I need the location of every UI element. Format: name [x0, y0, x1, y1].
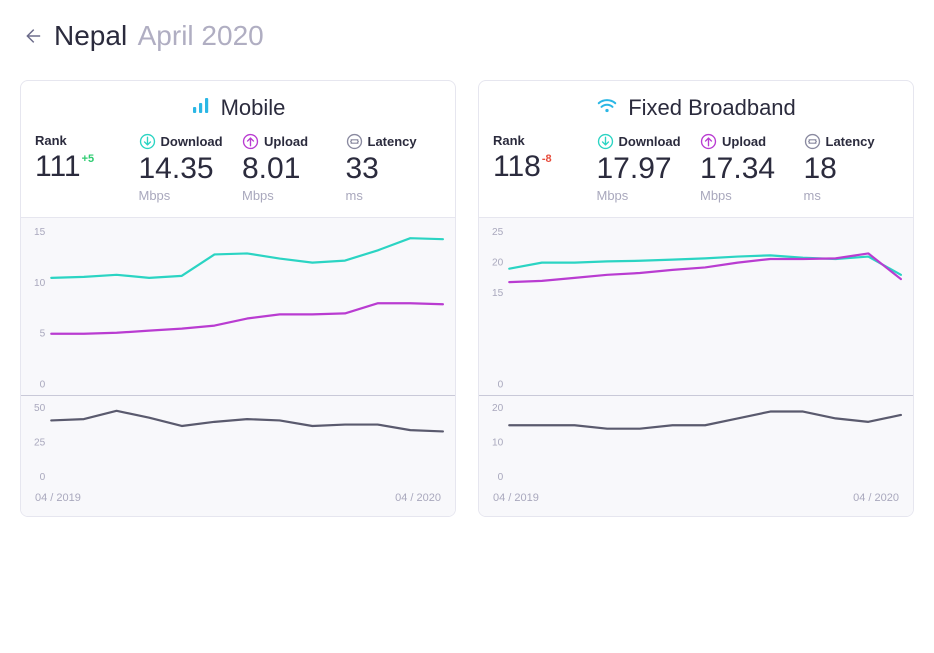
metric-value: 18 — [804, 154, 837, 184]
rank-delta: -8 — [542, 153, 552, 165]
latency-chart: 0 25 50 — [21, 396, 455, 487]
metric-value: 17.97 — [597, 154, 672, 184]
metric-value: 33 — [346, 154, 379, 184]
page-header: Nepal April 2020 — [20, 20, 914, 52]
x-end: 04 / 2020 — [853, 492, 899, 504]
metric-upload: Upload 8.01 Mbps — [238, 133, 342, 203]
metric-label: Download — [161, 134, 223, 149]
latency-icon — [804, 133, 821, 150]
speed-chart: 0 5 10 15 — [21, 218, 455, 395]
title-country: Nepal — [54, 20, 127, 51]
panel-title: Fixed Broadband — [479, 81, 913, 129]
svg-text:15: 15 — [492, 288, 504, 299]
svg-text:10: 10 — [492, 437, 504, 448]
chart-region: 0 15 20 25 0 10 20 04 / 2019 04 / 2020 — [479, 218, 913, 516]
metric-label: Upload — [722, 134, 766, 149]
svg-text:10: 10 — [34, 278, 46, 289]
metric-upload: Upload 17.34 Mbps — [696, 133, 800, 203]
metric-download: Download 14.35 Mbps — [135, 133, 239, 203]
upload-icon — [242, 133, 259, 150]
panel-broadband: Fixed Broadband Rank 118 -8 Download 17.… — [478, 80, 914, 517]
metrics-row: Rank 111 +5 Download 14.35 Mbps — [21, 129, 455, 218]
download-icon — [597, 133, 614, 150]
svg-text:15: 15 — [34, 227, 46, 238]
latency-chart: 0 10 20 — [479, 396, 913, 487]
title-date: April 2020 — [138, 20, 264, 51]
x-start: 04 / 2019 — [493, 492, 539, 504]
svg-text:25: 25 — [492, 227, 504, 238]
svg-text:0: 0 — [40, 380, 46, 391]
wifi-icon — [596, 95, 618, 121]
metric-label: Upload — [264, 134, 308, 149]
title: Nepal April 2020 — [54, 20, 264, 52]
panels-container: Mobile Rank 111 +5 Download 14.35 Mbps — [20, 80, 914, 517]
svg-text:0: 0 — [40, 471, 46, 482]
svg-text:20: 20 — [492, 258, 504, 269]
metric-label: Latency — [826, 134, 875, 149]
panel-title-text: Mobile — [221, 95, 286, 121]
metric-unit: ms — [346, 188, 442, 203]
metric-value: 17.34 — [700, 154, 775, 184]
svg-text:50: 50 — [34, 403, 46, 414]
metric-label: Rank — [35, 133, 67, 148]
x-start: 04 / 2019 — [35, 492, 81, 504]
metric-latency: Latency 33 ms — [342, 133, 446, 203]
metric-unit: Mbps — [700, 188, 796, 203]
metric-unit: Mbps — [242, 188, 338, 203]
svg-text:20: 20 — [492, 403, 504, 414]
metric-label: Rank — [493, 133, 525, 148]
download-icon — [139, 133, 156, 150]
panel-title: Mobile — [21, 81, 455, 129]
metric-label: Download — [619, 134, 681, 149]
metric-rank: Rank 111 +5 — [31, 133, 135, 203]
upload-icon — [700, 133, 717, 150]
x-axis-labels: 04 / 2019 04 / 2020 — [479, 486, 913, 516]
metric-unit: ms — [804, 188, 900, 203]
back-arrow[interactable] — [20, 25, 42, 47]
x-axis-labels: 04 / 2019 04 / 2020 — [21, 486, 455, 516]
metric-value: 14.35 — [139, 154, 214, 184]
svg-text:0: 0 — [498, 471, 504, 482]
chart-region: 0 5 10 15 0 25 50 04 / 2019 04 / 2020 — [21, 218, 455, 516]
svg-text:25: 25 — [34, 437, 46, 448]
metrics-row: Rank 118 -8 Download 17.97 Mbps — [479, 129, 913, 218]
x-end: 04 / 2020 — [395, 492, 441, 504]
panel-mobile: Mobile Rank 111 +5 Download 14.35 Mbps — [20, 80, 456, 517]
metric-label: Latency — [368, 134, 417, 149]
bars-icon — [191, 95, 211, 121]
svg-text:5: 5 — [40, 329, 46, 340]
rank-delta: +5 — [82, 153, 95, 165]
latency-icon — [346, 133, 363, 150]
metric-rank: Rank 118 -8 — [489, 133, 593, 203]
metric-value: 8.01 — [242, 154, 300, 184]
metric-download: Download 17.97 Mbps — [593, 133, 697, 203]
metric-value: 111 — [35, 152, 81, 182]
metric-unit: Mbps — [597, 188, 693, 203]
metric-value: 118 — [493, 152, 541, 182]
speed-chart: 0 15 20 25 — [479, 218, 913, 395]
panel-title-text: Fixed Broadband — [628, 95, 796, 121]
metric-latency: Latency 18 ms — [800, 133, 904, 203]
svg-text:0: 0 — [498, 380, 504, 391]
metric-unit: Mbps — [139, 188, 235, 203]
